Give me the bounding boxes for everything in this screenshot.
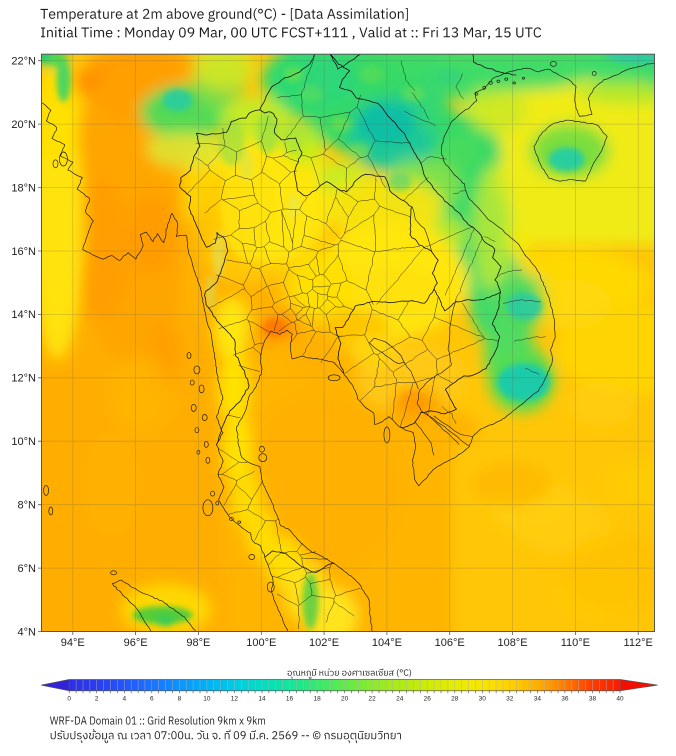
svg-text:98°E: 98°E: [186, 637, 210, 649]
svg-text:18°N: 18°N: [11, 182, 36, 194]
svg-text:12°N: 12°N: [11, 373, 36, 385]
svg-text:8°N: 8°N: [18, 500, 37, 512]
svg-text:106°E: 106°E: [435, 637, 465, 649]
svg-text:10°N: 10°N: [11, 436, 36, 448]
svg-text:6°N: 6°N: [18, 563, 37, 575]
svg-text:14: 14: [258, 695, 266, 702]
svg-text:102°E: 102°E: [309, 637, 339, 649]
svg-text:4°N: 4°N: [18, 626, 37, 638]
svg-text:104°E: 104°E: [372, 637, 402, 649]
svg-text:8: 8: [178, 695, 182, 702]
svg-text:36: 36: [561, 695, 569, 702]
svg-text:96°E: 96°E: [124, 637, 148, 649]
svg-text:18: 18: [313, 695, 321, 702]
svg-text:94°E: 94°E: [61, 637, 85, 649]
svg-text:38: 38: [589, 695, 597, 702]
svg-text:14°N: 14°N: [11, 309, 36, 321]
svg-text:40: 40: [616, 695, 624, 702]
svg-text:100°E: 100°E: [246, 637, 276, 649]
svg-text:12: 12: [231, 695, 239, 702]
svg-text:16°N: 16°N: [11, 246, 36, 258]
svg-text:34: 34: [534, 695, 542, 702]
svg-text:6: 6: [150, 695, 154, 702]
svg-text:32: 32: [506, 695, 514, 702]
svg-text:20°N: 20°N: [11, 119, 36, 131]
svg-text:16: 16: [286, 695, 294, 702]
svg-text:2: 2: [95, 695, 99, 702]
svg-text:108°E: 108°E: [497, 637, 527, 649]
svg-text:110°E: 110°E: [561, 637, 590, 649]
svg-text:28: 28: [451, 695, 459, 702]
svg-text:112°E: 112°E: [624, 637, 653, 649]
svg-text:26: 26: [424, 695, 432, 702]
svg-text:20: 20: [341, 695, 349, 702]
svg-text:22°N: 22°N: [11, 56, 36, 68]
svg-text:22: 22: [368, 695, 376, 702]
svg-text:4: 4: [122, 695, 126, 702]
svg-text:30: 30: [479, 695, 487, 702]
svg-text:0: 0: [67, 695, 71, 702]
svg-text:24: 24: [396, 695, 404, 702]
svg-text:10: 10: [203, 695, 211, 702]
